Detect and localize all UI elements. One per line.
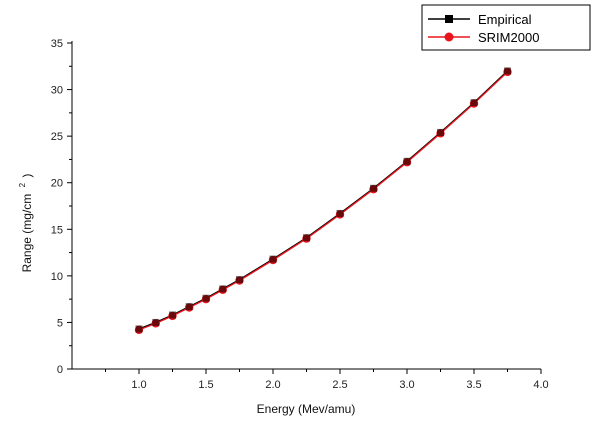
data-point-empirical	[135, 325, 143, 333]
data-point-empirical	[303, 234, 310, 242]
data-point-empirical	[470, 99, 478, 107]
data-point-empirical	[437, 128, 444, 136]
data-point-empirical	[504, 67, 511, 75]
data-point-empirical	[152, 318, 160, 326]
y-axis-title-main: Range (mg/cm	[20, 194, 34, 273]
y-axis-title-close: )	[20, 174, 34, 178]
legend-box	[421, 4, 591, 51]
data-point-empirical	[370, 184, 377, 192]
series-lines	[134, 67, 512, 335]
legend-marker-empirical	[445, 15, 453, 23]
axes	[71, 41, 541, 370]
data-point-empirical	[202, 294, 210, 302]
x-tick-label: 2.5	[332, 379, 347, 391]
y-axis-title-sup: 2	[18, 182, 27, 187]
data-point-empirical	[185, 303, 193, 311]
axis-ticks: 0 5 10 15 20 25 30 35 1.0 1.5 2.0 2.5 3.0 3.5 4.0	[51, 38, 549, 391]
x-tick-label: 4.0	[533, 379, 548, 391]
legend: Empirical SRIM2000	[421, 4, 591, 51]
data-point-empirical	[236, 276, 243, 284]
series-line-srim2000	[138, 71, 508, 331]
x-tick-label: 2.0	[265, 379, 280, 391]
y-tick-label: 15	[51, 224, 63, 236]
series-line-empirical	[138, 70, 508, 330]
data-point-empirical	[169, 311, 176, 319]
y-tick-label: 5	[57, 317, 63, 329]
data-point-empirical	[269, 255, 277, 263]
legend-label-empirical: Empirical	[478, 12, 532, 27]
data-point-empirical	[336, 209, 344, 217]
y-tick-label: 20	[51, 178, 63, 190]
legend-label-srim2000: SRIM2000	[478, 30, 539, 45]
y-tick-label: 25	[51, 131, 63, 143]
y-axis-title-group: Range (mg/cm 2 )	[14, 174, 34, 273]
y-tick-label: 30	[51, 85, 63, 97]
x-tick-label: 3.5	[466, 379, 481, 391]
data-point-empirical	[403, 157, 411, 165]
y-axis-title: Range (mg/cm 2 )	[14, 174, 34, 273]
y-tick-label: 35	[51, 38, 63, 50]
x-tick-label: 1.0	[131, 379, 146, 391]
x-tick-label: 1.5	[198, 379, 213, 391]
legend-marker-srim2000	[444, 32, 454, 42]
x-tick-label: 3.0	[399, 379, 414, 391]
y-tick-label: 0	[57, 364, 63, 376]
y-tick-label: 10	[51, 271, 63, 283]
x-axis-title: Energy (Mev/amu)	[257, 402, 356, 416]
data-point-empirical	[219, 285, 227, 293]
